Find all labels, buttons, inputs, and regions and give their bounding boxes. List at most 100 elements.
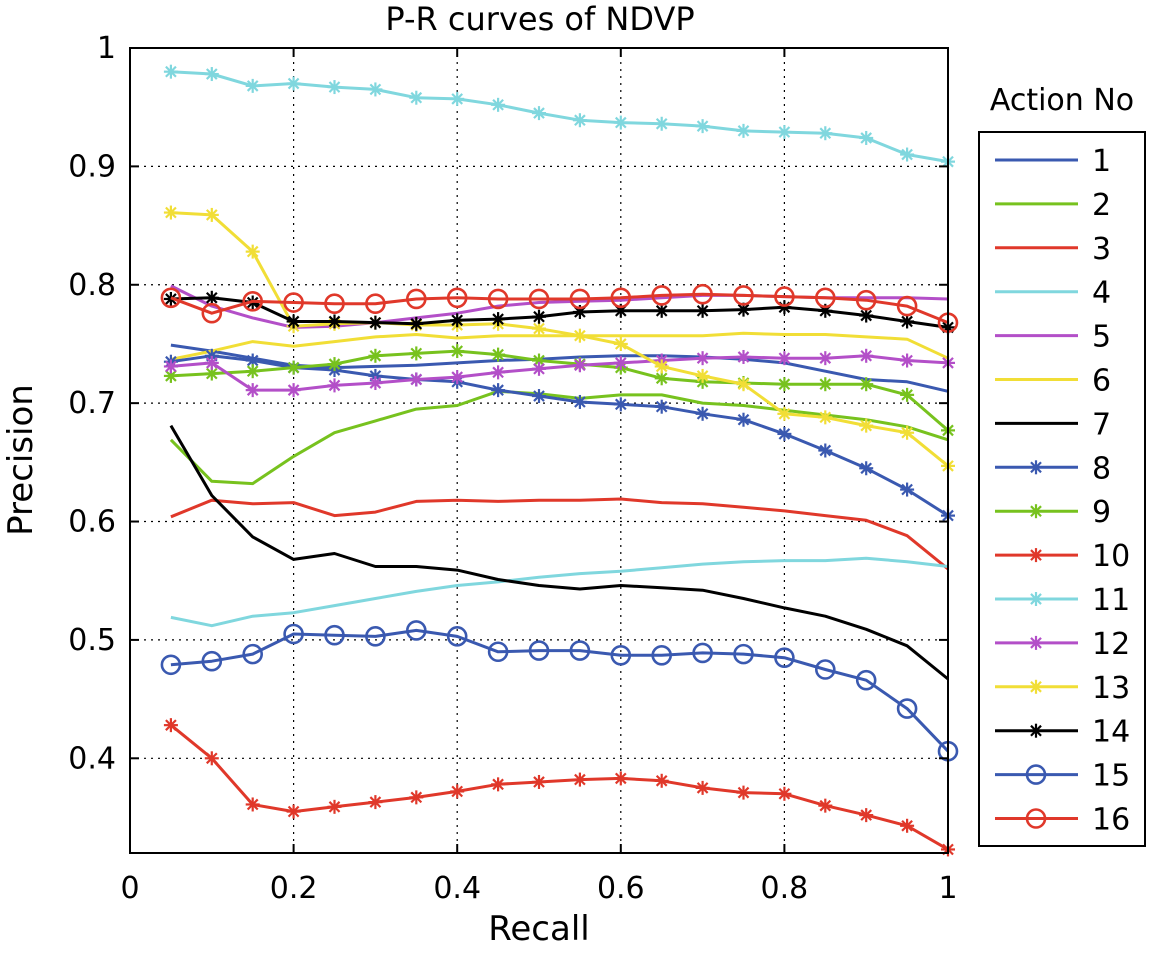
series-16-point xyxy=(814,287,836,309)
marker-stroke xyxy=(287,384,300,396)
marker-stroke xyxy=(205,367,218,380)
series-12-point xyxy=(368,376,383,391)
marker-stroke xyxy=(614,116,627,129)
series-9-point xyxy=(859,377,874,392)
series-9-point xyxy=(204,366,219,381)
series-12-point xyxy=(450,370,465,385)
y-tick-label: 0.5 xyxy=(68,623,116,658)
series-15-point xyxy=(242,643,263,665)
marker-stroke xyxy=(451,93,464,105)
series-11-point xyxy=(368,82,383,97)
marker-stroke xyxy=(369,796,382,808)
series-12-point xyxy=(777,351,792,366)
marker-stroke xyxy=(492,348,504,361)
series-10-point xyxy=(450,784,465,799)
marker-stroke xyxy=(205,357,218,369)
legend-label: 10 xyxy=(1092,539,1130,574)
marker-stroke xyxy=(369,377,382,389)
series-14-point xyxy=(695,303,710,318)
marker-stroke xyxy=(819,378,832,391)
series-10-point xyxy=(245,797,260,812)
marker-stroke xyxy=(655,360,668,373)
series-14-point xyxy=(204,290,219,305)
series-10-point xyxy=(859,808,874,823)
series-14-point xyxy=(859,308,874,323)
series-16-point xyxy=(446,287,468,309)
series-12-point xyxy=(245,383,260,398)
series-11-point xyxy=(532,106,546,121)
x-tick-label: 0.8 xyxy=(761,871,809,906)
series-15-line xyxy=(170,628,950,753)
marker-stroke xyxy=(696,352,709,364)
grid-layer xyxy=(130,48,948,853)
marker-stroke xyxy=(737,786,750,799)
legend-label: 7 xyxy=(1092,407,1111,442)
series-15-point xyxy=(487,641,509,663)
series-11-point xyxy=(859,130,874,145)
legend-swatch-marker xyxy=(1029,548,1043,563)
marker-stroke xyxy=(1030,593,1042,605)
marker-stroke xyxy=(533,390,545,402)
legend-label: 13 xyxy=(1092,671,1130,706)
marker-stroke xyxy=(328,81,341,93)
legend-label: 14 xyxy=(1092,715,1130,750)
series-13-point xyxy=(532,321,546,336)
series-11-point xyxy=(327,80,342,95)
series-8-point xyxy=(245,353,260,368)
x-tick-label: 0 xyxy=(120,871,139,906)
marker-stroke xyxy=(737,413,750,426)
series-12-point xyxy=(286,383,301,398)
legend-label: 9 xyxy=(1092,495,1111,530)
series-15-point xyxy=(283,623,304,645)
legend-swatch-marker xyxy=(1029,723,1043,738)
marker-stroke xyxy=(287,361,300,374)
series-9-point xyxy=(286,360,301,375)
legend-swatch-marker xyxy=(1025,764,1047,785)
series-14-point xyxy=(327,314,342,329)
series-8-point xyxy=(695,406,710,421)
marker-stroke xyxy=(205,291,218,304)
marker-stroke xyxy=(492,366,504,379)
series-3-line xyxy=(170,497,949,571)
series-8-point xyxy=(572,394,587,409)
marker-stroke xyxy=(246,245,259,258)
legend-swatch-marker xyxy=(1029,504,1043,519)
legend-swatch-marker xyxy=(1029,460,1043,475)
marker-stroke xyxy=(778,787,791,800)
marker-stroke xyxy=(819,352,832,364)
marker-stroke xyxy=(533,776,545,788)
series-7-line xyxy=(169,424,949,681)
legend-swatch-marker xyxy=(1029,635,1043,650)
legend-entry-8: 8 xyxy=(995,451,1111,486)
marker-stroke xyxy=(860,132,873,144)
series-11-point xyxy=(613,115,628,130)
legend-entry-12: 12 xyxy=(995,627,1130,662)
marker-stroke xyxy=(1030,461,1042,474)
legend-label: 3 xyxy=(1092,232,1111,267)
marker-stroke xyxy=(860,349,873,362)
series-12-point xyxy=(695,351,710,366)
series-12-point xyxy=(532,361,546,376)
series-6 xyxy=(170,331,949,361)
series-14-point xyxy=(900,314,915,329)
marker-stroke xyxy=(205,752,218,765)
series-16-line xyxy=(170,292,949,324)
marker-stroke xyxy=(614,398,627,411)
series-11-point xyxy=(163,64,178,79)
marker-stroke xyxy=(696,120,709,132)
marker-stroke xyxy=(574,114,586,127)
series-14 xyxy=(163,290,955,335)
series-9-point xyxy=(654,371,669,386)
series-8-point xyxy=(818,443,833,458)
series-13-point xyxy=(572,328,587,343)
series-9-point xyxy=(450,344,465,359)
series-11-point xyxy=(777,125,792,140)
marker-stroke xyxy=(369,316,382,329)
series-10-point xyxy=(286,804,301,819)
marker-stroke xyxy=(165,360,177,373)
series-14-point xyxy=(654,303,669,318)
series-15-point xyxy=(651,645,673,666)
plot-frame xyxy=(129,47,949,854)
marker-stroke xyxy=(737,125,750,137)
x-tick-label: 1 xyxy=(938,871,957,906)
